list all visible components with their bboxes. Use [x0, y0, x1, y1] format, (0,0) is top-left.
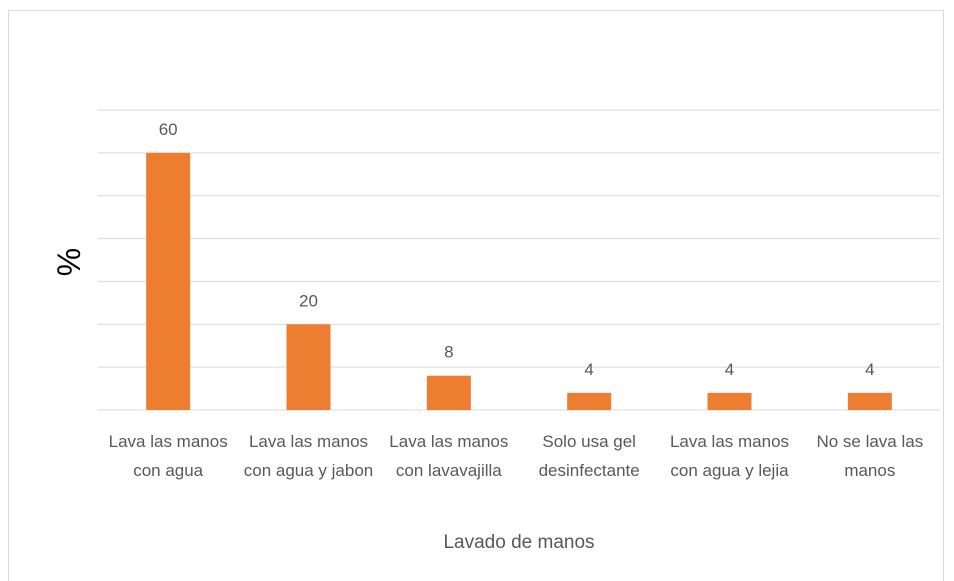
x-tick-label: Lava las manos con agua — [109, 432, 228, 480]
data-label: 60 — [159, 120, 178, 139]
x-tick-label: Lava las manos con agua y lejia — [670, 432, 789, 480]
bar — [847, 392, 892, 410]
y-axis-label: % — [51, 248, 87, 276]
bar — [286, 324, 331, 410]
bar — [426, 375, 471, 410]
data-label: 8 — [444, 343, 453, 362]
x-tick-label: No se lava las manos — [816, 432, 923, 480]
data-label: 20 — [299, 291, 318, 310]
x-tick-label: Solo usa gel desinfectante — [539, 432, 640, 480]
bar — [567, 392, 612, 410]
bar — [707, 392, 752, 410]
x-tick-label: Lava las manos con agua y jabon — [244, 432, 374, 480]
data-label: 4 — [865, 360, 874, 379]
bar — [146, 152, 191, 410]
x-axis-label: Lavado de manos — [443, 532, 594, 553]
data-label: 4 — [584, 360, 593, 379]
data-label: 4 — [725, 360, 734, 379]
x-tick-label: Lava las manos con lavavajilla — [389, 432, 508, 480]
